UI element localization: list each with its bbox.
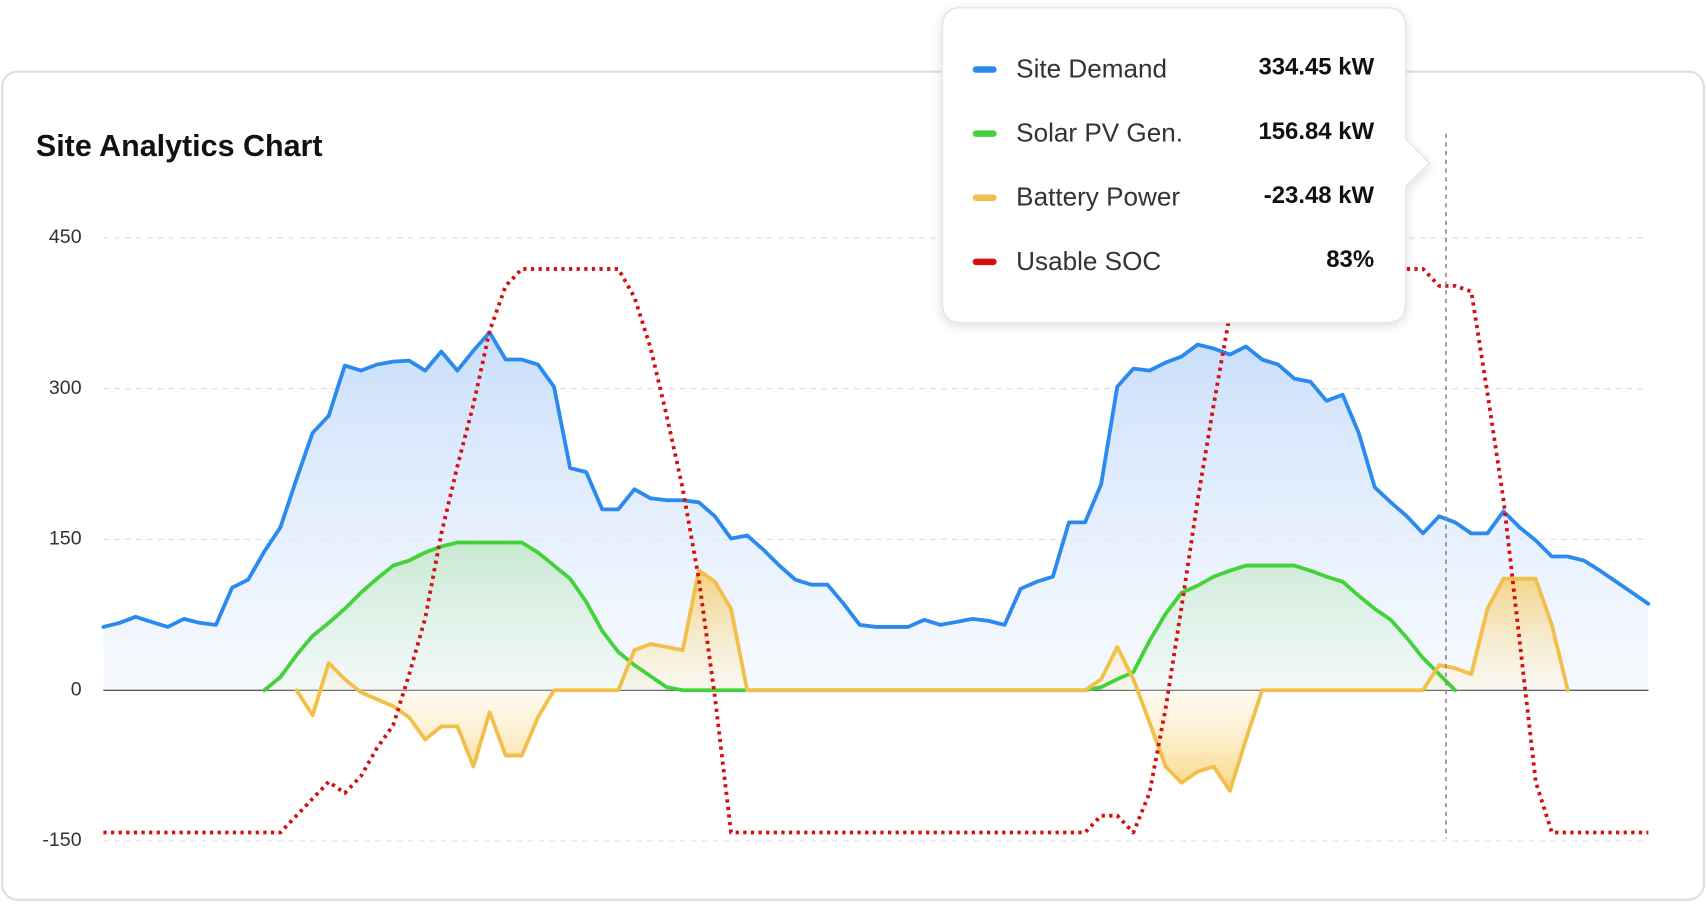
series-area <box>264 542 1456 691</box>
legend-label: Solar PV Gen. <box>1016 118 1183 148</box>
legend-label: Usable SOC <box>1016 246 1161 276</box>
y-tick-label: 0 <box>71 678 82 700</box>
tooltip: Site Demand 334.45 kW Solar PV Gen. 156.84 … <box>941 6 1431 324</box>
card <box>1 70 1705 901</box>
tooltip-box <box>941 6 1431 324</box>
series-line <box>103 267 1649 835</box>
y-tick-label: 300 <box>49 377 82 399</box>
y-tick-label: 150 <box>49 528 82 550</box>
y-tick-label: 450 <box>49 226 82 248</box>
tooltip-value: 334.45 kW <box>1258 54 1374 81</box>
series-line <box>101 330 1651 629</box>
tooltip-value: -23.48 kW <box>1264 182 1375 209</box>
tooltip-value: 156.84 kW <box>1258 118 1374 145</box>
legend-label: Battery Power <box>1016 182 1180 212</box>
series-line <box>294 568 1570 793</box>
y-tick-label: -150 <box>42 829 81 851</box>
tooltip-value: 83% <box>1326 246 1374 273</box>
chart-title: Site Analytics Chart <box>36 129 323 163</box>
legend-label: Site Demand <box>1016 54 1167 84</box>
